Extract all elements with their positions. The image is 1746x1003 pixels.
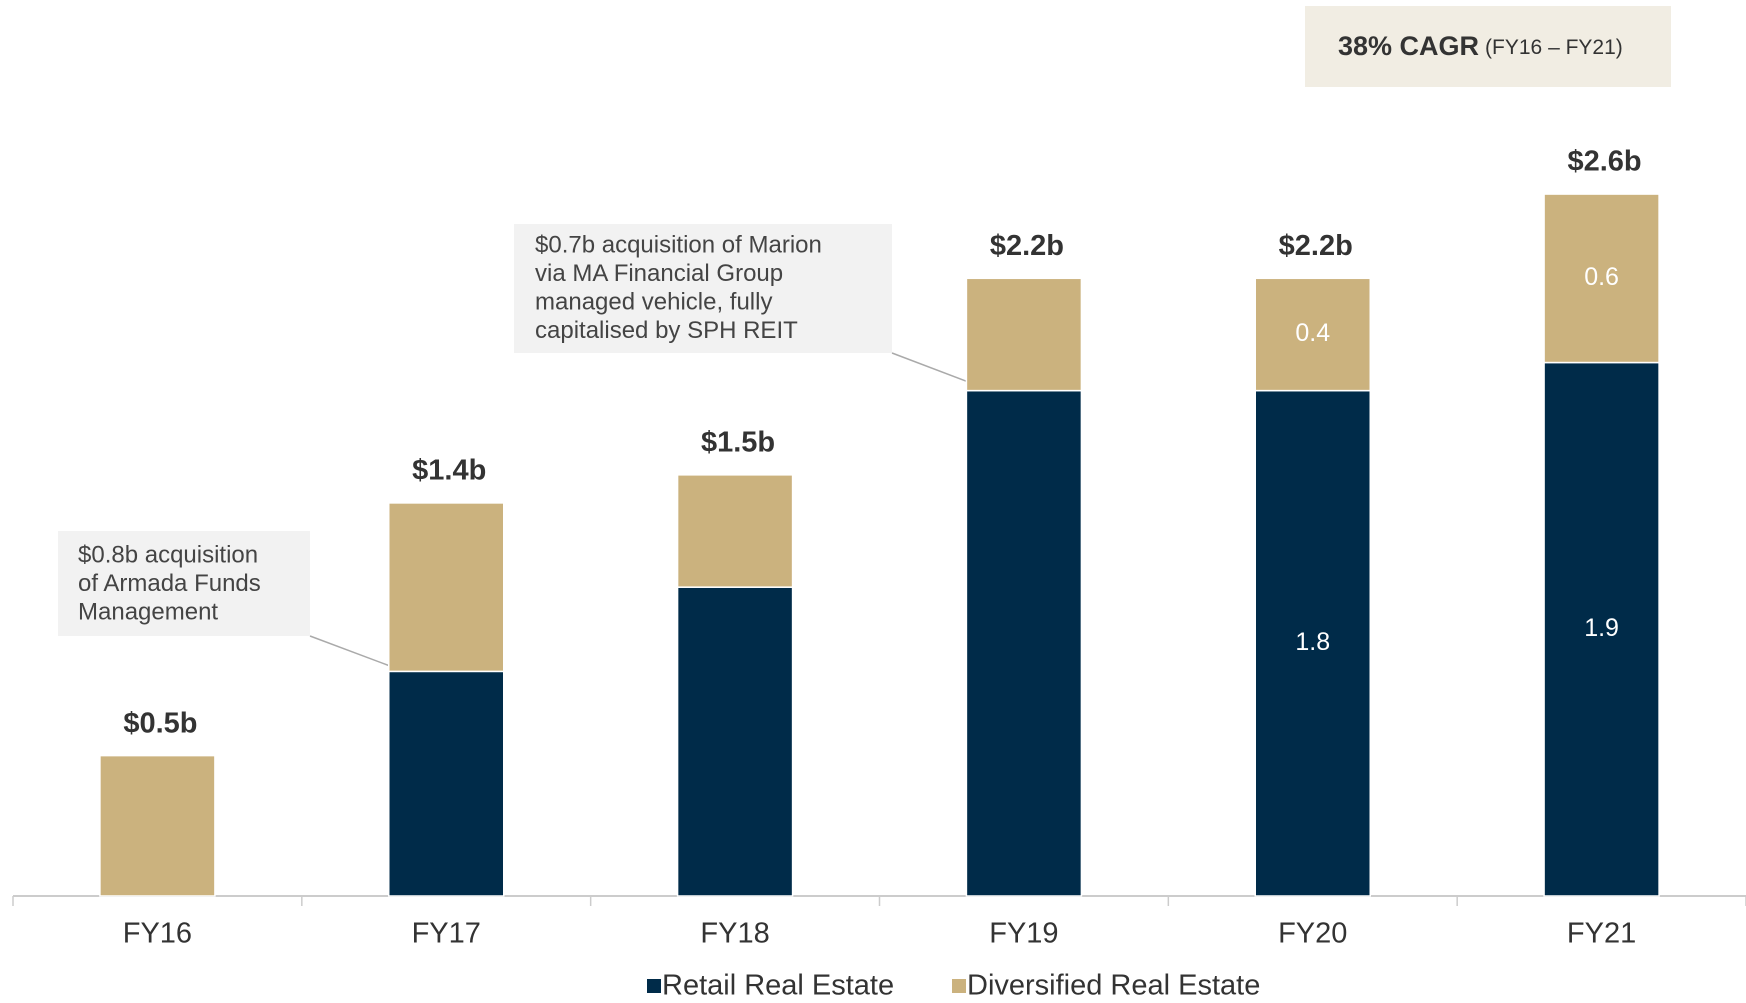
bar-segment — [676, 474, 794, 588]
bar-segment — [1543, 361, 1660, 897]
bar-segment — [965, 277, 1083, 392]
total-label: $0.5b — [123, 707, 197, 739]
total-label: $2.2b — [1279, 230, 1353, 262]
bar-segment — [388, 670, 505, 897]
annotation-text: $0.8b acquisition — [78, 541, 258, 568]
total-label: $1.5b — [701, 427, 775, 459]
badge-bold: 38% CAGR — [1338, 31, 1479, 61]
x-tick-label: FY20 — [1278, 918, 1347, 950]
legend-label: Retail Real Estate — [662, 970, 894, 1002]
segment-label: 1.8 — [1295, 628, 1330, 656]
bar-segment — [1254, 277, 1371, 392]
annotation-text: managed vehicle, fully — [535, 288, 772, 315]
annotation-text: Management — [78, 598, 218, 625]
annotation-text: capitalised by SPH REIT — [535, 317, 798, 344]
segment-label: 0.4 — [1295, 319, 1330, 347]
legend-label: Diversified Real Estate — [967, 970, 1260, 1002]
badge: 38% CAGR (FY16 – FY21) — [1338, 31, 1623, 61]
badge-rest: (FY16 – FY21) — [1485, 36, 1623, 59]
total-label: $1.4b — [412, 455, 486, 487]
legend-swatch — [952, 979, 966, 993]
leader-line — [309, 635, 391, 667]
annotation-box — [514, 224, 892, 353]
annotation-text: of Armada Funds — [78, 570, 261, 597]
total-label: $2.2b — [990, 230, 1064, 262]
x-tick-label: FY21 — [1567, 918, 1636, 950]
total-label: $2.6b — [1567, 146, 1641, 178]
segment-label: 1.9 — [1584, 614, 1619, 642]
annotation-text: $0.7b acquisition of Marion — [535, 231, 822, 258]
bar-segment — [676, 586, 794, 897]
bar-segment — [388, 502, 505, 673]
x-tick-label: FY18 — [700, 918, 769, 950]
badge-box — [1305, 6, 1671, 87]
bar-segment — [965, 389, 1083, 897]
bar-segment — [1543, 193, 1660, 364]
x-tick-label: FY17 — [412, 918, 481, 950]
annotation-box — [58, 531, 310, 636]
segment-label: 0.6 — [1584, 263, 1619, 291]
annotation-text: via MA Financial Group — [535, 260, 783, 287]
leader-line — [891, 352, 972, 384]
x-tick-label: FY16 — [123, 918, 192, 950]
legend-swatch — [647, 979, 661, 993]
x-tick-label: FY19 — [989, 918, 1058, 950]
bar-segment — [99, 754, 216, 897]
